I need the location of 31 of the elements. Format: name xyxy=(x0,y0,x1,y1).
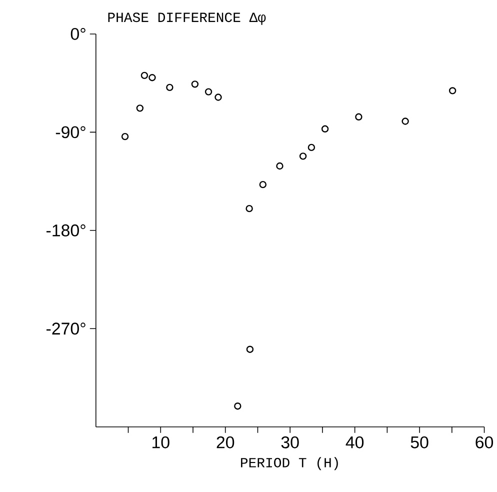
point xyxy=(246,204,253,212)
point xyxy=(140,72,148,79)
x-tick-label: 10 xyxy=(152,436,170,448)
point xyxy=(402,117,409,125)
point xyxy=(299,152,307,160)
point xyxy=(355,113,362,120)
y-tick-label: -270° xyxy=(46,322,86,334)
x-tick-label: 20 xyxy=(216,436,234,448)
point xyxy=(234,402,242,410)
x-tick-label: 60 xyxy=(476,436,494,448)
point xyxy=(214,93,222,101)
x-tick-label: 30 xyxy=(281,436,299,448)
point xyxy=(136,104,144,112)
y-tick-label: -180° xyxy=(46,224,86,236)
point xyxy=(204,88,212,96)
point xyxy=(321,125,329,132)
point xyxy=(259,180,266,188)
point xyxy=(191,80,199,88)
x-tick-label: 50 xyxy=(410,436,428,448)
y-tick-label: -90° xyxy=(56,126,86,138)
y-axis-title: PHASE DIFFERENCE Δφ xyxy=(108,12,266,25)
point xyxy=(308,144,316,151)
point xyxy=(148,74,156,81)
x-tick-label: 40 xyxy=(346,436,364,448)
point xyxy=(121,132,129,140)
point xyxy=(276,162,284,170)
point xyxy=(448,86,456,94)
point xyxy=(246,346,254,353)
x-axis-title: PERIOD T (H) xyxy=(241,456,338,470)
point xyxy=(166,84,174,91)
y-tick-label: 0° xyxy=(70,28,86,40)
